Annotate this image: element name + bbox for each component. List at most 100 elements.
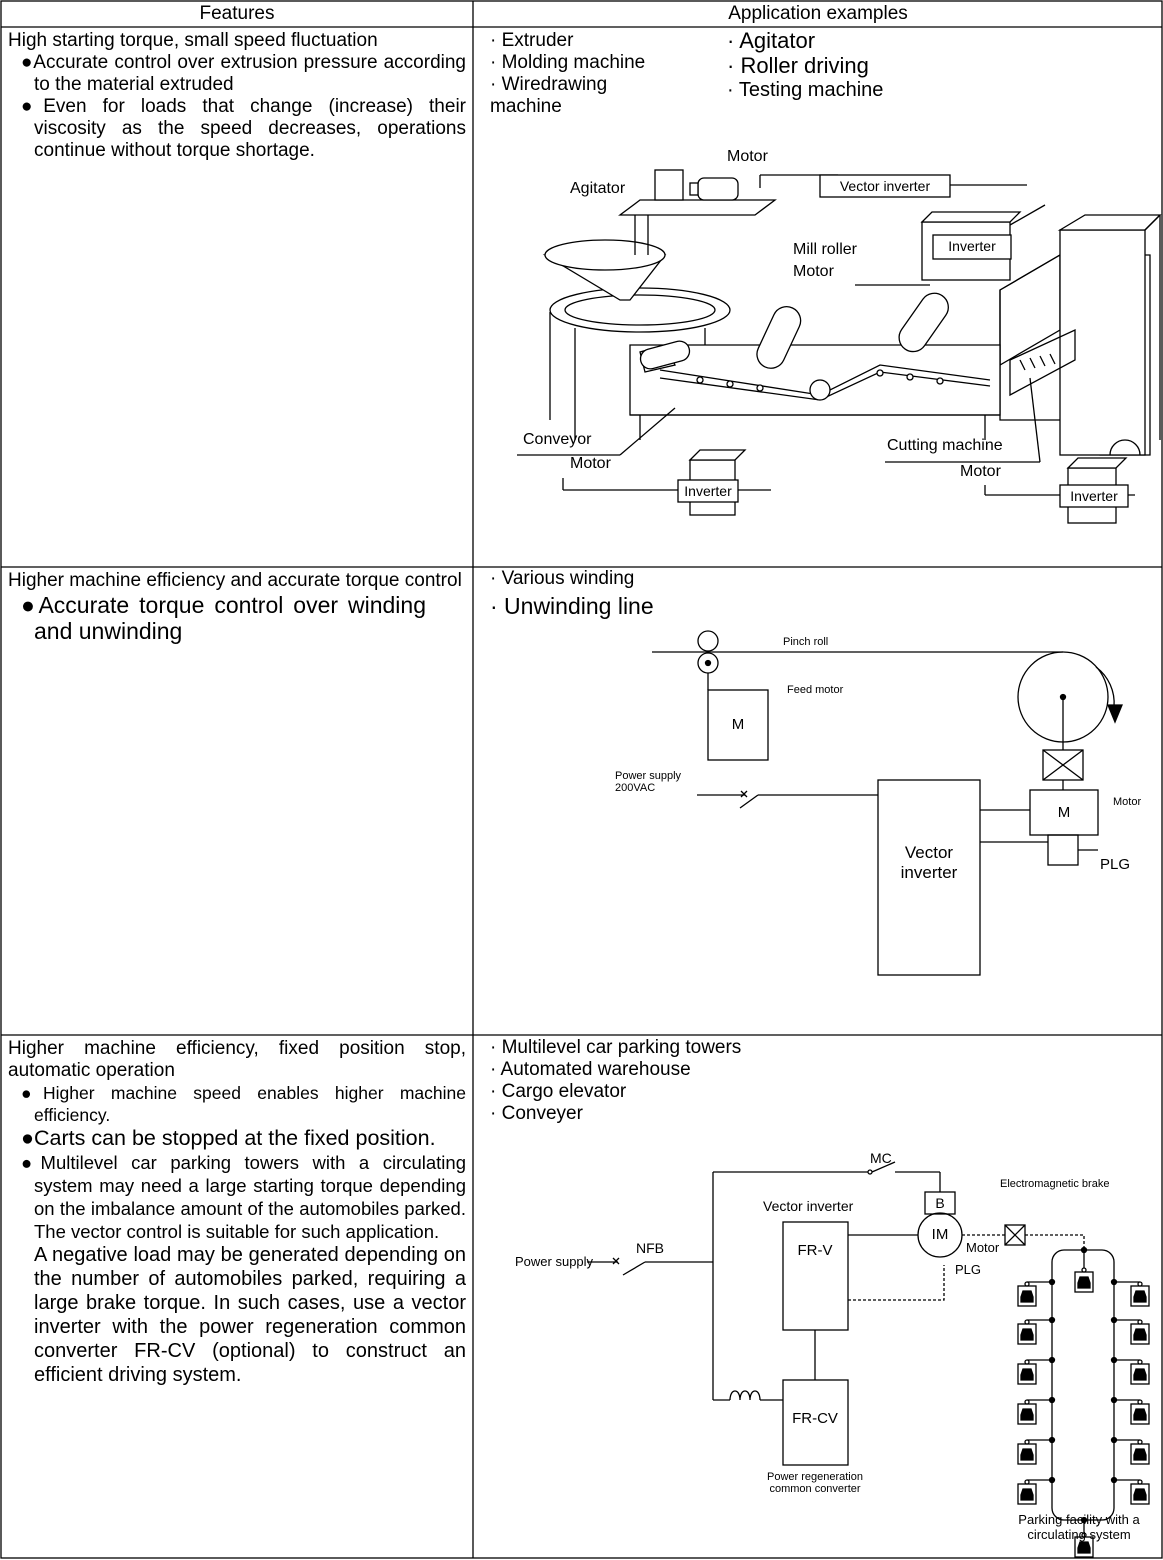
feature-point: ●Accurate control over extrusion pressur… [21, 52, 466, 95]
diagram-shape [1009, 204, 1046, 226]
diagram-label: Vector inverter [839, 178, 931, 194]
diagram-label: Parking facility with a circulating syst… [1018, 1512, 1140, 1542]
diagram-shape [689, 182, 699, 196]
diagram-shape [1024, 1359, 1030, 1365]
diagram-shape [1137, 1281, 1143, 1287]
diagram-shape [1137, 1319, 1143, 1325]
diagram-label: Motor [793, 263, 834, 280]
diagram-shape [848, 1265, 945, 1301]
diagram-shape [1144, 214, 1161, 231]
diagram-label: Motor [727, 148, 768, 165]
diagram-shape [1133, 1290, 1147, 1303]
diagram-shape [1109, 439, 1141, 456]
diagram-shape [867, 1169, 873, 1175]
feature-point: ●Carts can be stopped at the fixed posit… [21, 1126, 436, 1150]
diagram-shape [1081, 1267, 1087, 1273]
diagram-shape [876, 369, 884, 377]
diagram-shape [639, 340, 691, 370]
feature-point: ●Multilevel car parking towers with a ci… [21, 1152, 466, 1242]
diagram-shape [1020, 1488, 1034, 1501]
feature-cell: Higher machine efficiency and accurate t… [8, 570, 466, 644]
diagram-shape [707, 689, 769, 761]
diagram-shape [1137, 1359, 1143, 1365]
diagram-shape [877, 779, 981, 976]
diagram-label: Vector inverter [900, 843, 958, 882]
diagram-shape [1020, 1408, 1034, 1421]
diagram-shape [740, 790, 748, 798]
diagram-shape [1081, 1532, 1087, 1538]
diagram-label: Electromagnetic brake [1000, 1178, 1110, 1190]
diagram-label: MC [870, 1150, 892, 1166]
diagram-shape [1137, 1479, 1143, 1485]
diagram-label: Motor [570, 455, 611, 472]
diagram-shape [654, 169, 684, 201]
application: · Unwinding line [490, 593, 654, 619]
diagram-shape [704, 659, 712, 667]
diagram-shape [819, 174, 951, 198]
diagram-shape [936, 377, 944, 385]
diagram-shape [1004, 1224, 1026, 1246]
diagram-shape [612, 1257, 620, 1265]
diagram-label: PLG [955, 1262, 982, 1277]
diagram-label: B [935, 1195, 945, 1211]
diagram-shape [1133, 1368, 1147, 1381]
feature-point: ●Accurate torque control over winding an… [21, 592, 426, 644]
diagram-shape [677, 479, 739, 503]
diagram-shape [1133, 1488, 1147, 1501]
diagram-shape [1059, 484, 1129, 508]
diagram-shape [1137, 1439, 1143, 1445]
diagram-shape [1019, 353, 1056, 371]
diagram-shape [1020, 1448, 1034, 1461]
diagram-shape [696, 376, 704, 384]
diagram-label: FR-V [797, 1242, 833, 1259]
diagram-shape [1025, 1234, 1085, 1250]
application: · Multilevel car parking towers [490, 1037, 742, 1058]
application: · Molding machine [490, 52, 646, 73]
diagram-shape [782, 1221, 849, 1331]
diagram-label: Vector inverter [763, 1198, 854, 1214]
application: · Various winding [490, 568, 635, 589]
application: · Wiredrawing machine [490, 74, 608, 117]
diagram-label: Pinch roll [783, 636, 829, 648]
feature-point: ●Even for loads that change (increase) t… [21, 96, 466, 161]
diagram-label: Agitator [570, 180, 626, 197]
diagram-shape [1024, 1281, 1030, 1287]
diagram-label: Feed motor [787, 684, 844, 696]
diagram-shape [932, 234, 1012, 260]
diagram-shape [697, 177, 739, 201]
diagram-label: Power supply [515, 1254, 594, 1269]
diagram-shape [1009, 328, 1076, 397]
diagram-shape [659, 364, 991, 396]
diagram-shape [1024, 1479, 1030, 1485]
application: · Automated warehouse [490, 1059, 691, 1080]
diagram-shape [618, 199, 777, 216]
diagram-shape [898, 292, 949, 353]
diagram-label: Cutting machine [887, 437, 1003, 454]
diagram-shape [1066, 457, 1128, 469]
diagram-shape [697, 630, 719, 652]
diagram-shape [1137, 1399, 1143, 1405]
diagram-shape [544, 239, 666, 271]
diagram-label: Mill roller [793, 241, 857, 258]
diagram-label: Power supply 200VAC [615, 770, 682, 794]
diagram-shape [756, 384, 764, 392]
feature-title: Higher machine efficiency, fixed positio… [8, 1038, 466, 1081]
application: · Agitator [727, 28, 816, 53]
feature-cell: Higher machine efficiency, fixed positio… [8, 1038, 466, 1387]
diagram-label: IM [931, 1226, 949, 1243]
diagram-shape [1059, 229, 1146, 456]
diagram-label: Conveyor [523, 431, 592, 448]
diagram-shape [809, 379, 831, 401]
application: · Cargo elevator [490, 1081, 627, 1102]
feature-cell: High starting torque, small speed fluctu… [8, 30, 466, 162]
feature-title: High starting torque, small speed fluctu… [8, 30, 378, 51]
diagram-shape [1017, 1246, 1150, 1558]
diagram-shape [622, 1261, 646, 1276]
diagram-shape [920, 211, 1022, 223]
diagram-shape [1077, 1541, 1091, 1554]
diagram-shape [1057, 214, 1162, 231]
diagram-shape [739, 794, 759, 809]
